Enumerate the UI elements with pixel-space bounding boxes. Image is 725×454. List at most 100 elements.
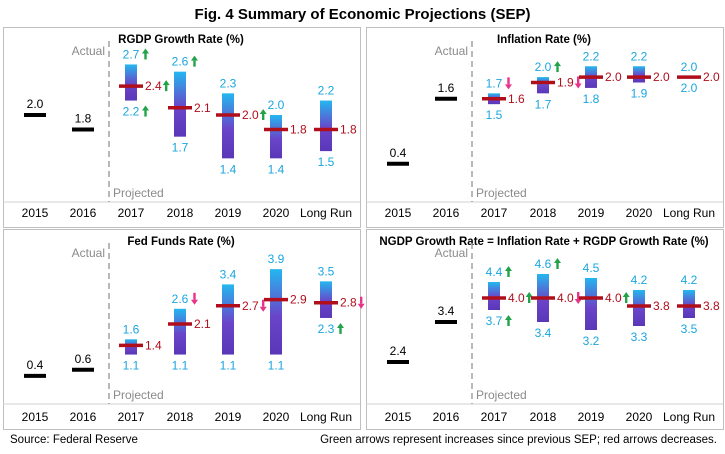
range-bar	[633, 290, 645, 326]
x-tick-label: 2020	[626, 410, 653, 424]
x-tick-label: 2020	[263, 206, 290, 220]
range-bar	[683, 290, 695, 318]
high-value-label: 2.3	[220, 76, 237, 90]
low-value-label: 1.1	[172, 359, 189, 373]
chart-title: Inflation Rate (%)	[497, 34, 591, 46]
arrow-legend-note: Green arrows represent increases since p…	[320, 434, 717, 446]
range-bar	[320, 101, 332, 152]
x-tick-label: 2015	[22, 206, 49, 220]
x-tick-label: Long Run	[663, 410, 715, 424]
low-value-label: 1.5	[318, 155, 335, 169]
actual-label: Actual	[435, 246, 468, 260]
actual-value-label: 1.6	[438, 81, 455, 95]
low-value-label: 1.1	[123, 359, 140, 373]
actual-value-label: 0.6	[75, 352, 92, 366]
x-tick-label: 2018	[530, 206, 557, 220]
chart-title: NGDP Growth Rate = Inflation Rate + RGDP…	[379, 236, 708, 248]
high-value-label: 2.0	[681, 60, 698, 74]
x-tick-label: 2017	[118, 410, 145, 424]
panel-border	[367, 28, 724, 228]
range-bar	[488, 282, 500, 310]
high-value-label: 2.6	[172, 292, 189, 306]
x-tick-label: Long Run	[300, 410, 352, 424]
median-value-label: 3.8	[653, 299, 670, 313]
x-tick-label: 2015	[385, 410, 412, 424]
x-tick-label: 2019	[578, 206, 605, 220]
high-value-label: 1.7	[486, 76, 503, 90]
low-value-label: 1.7	[172, 141, 189, 155]
range-bar	[270, 269, 282, 354]
range-bar	[174, 72, 186, 137]
projected-label: Projected	[113, 388, 164, 402]
x-tick-label: 2019	[578, 410, 605, 424]
median-value-label: 2.0	[242, 108, 259, 122]
x-tick-label: 2018	[167, 410, 194, 424]
median-value-label: 1.4	[145, 338, 162, 352]
actual-value-label: 3.4	[438, 304, 455, 318]
actual-label: Actual	[72, 44, 105, 58]
actual-label: Actual	[72, 246, 105, 260]
chart-panel-2: Inflation Rate (%)2015 2016 2017 2018 2019 20…	[366, 28, 724, 228]
high-value-label: 3.5	[318, 264, 335, 278]
chart-title: RGDP Growth Rate (%)	[118, 34, 244, 46]
median-value-label: 2.7	[242, 299, 259, 313]
median-value-label: 4.0	[605, 291, 622, 305]
median-value-label: 1.8	[340, 122, 357, 136]
low-value-label: 1.1	[220, 359, 237, 373]
x-tick-label: Long Run	[663, 206, 715, 220]
high-value-label: 2.6	[172, 55, 189, 69]
low-value-label: 1.8	[583, 92, 600, 106]
actual-value-label: 0.4	[390, 146, 407, 160]
x-tick-label: 2015	[385, 206, 412, 220]
projected-label: Projected	[476, 186, 527, 200]
x-tick-label: 2019	[215, 410, 242, 424]
low-value-label: 2.2	[123, 105, 140, 119]
high-value-label: 2.7	[123, 47, 140, 61]
chart-panel-1: RGDP Growth Rate (%) 2015 2016 2017 2018 2019…	[3, 28, 361, 228]
footer: Source: Federal Reserve Green arrows rep…	[0, 433, 725, 451]
median-value-label: 3.8	[703, 299, 720, 313]
charts-canvas: RGDP Growth Rate (%) 2015 2016 2017 2018 2019…	[0, 0, 725, 430]
range-bar	[222, 284, 234, 354]
low-value-label: 3.4	[535, 326, 552, 340]
x-tick-label: 2017	[481, 206, 508, 220]
chart-panel-4: NGDP Growth Rate = Inflation Rate + RGDP…	[366, 230, 724, 430]
high-value-label: 4.4	[486, 265, 503, 279]
low-value-label: 3.3	[631, 330, 648, 344]
range-bar	[633, 66, 645, 82]
x-tick-label: 2018	[167, 206, 194, 220]
x-tick-label: 2016	[70, 410, 97, 424]
median-value-label: 2.0	[653, 70, 670, 84]
range-bar	[125, 64, 137, 100]
x-tick-label: 2017	[118, 206, 145, 220]
high-value-label: 4.5	[583, 261, 600, 275]
actual-value-label: 2.0	[27, 97, 44, 111]
median-value-label: 2.1	[194, 101, 211, 115]
median-value-label: 2.0	[703, 70, 720, 84]
x-tick-label: Long Run	[300, 206, 352, 220]
x-tick-label: 2016	[70, 206, 97, 220]
high-value-label: 2.2	[631, 49, 648, 63]
median-value-label: 2.0	[605, 70, 622, 84]
high-value-label: 4.2	[681, 273, 698, 287]
actual-value-label: 0.4	[27, 358, 44, 372]
high-value-label: 3.4	[220, 267, 237, 281]
low-value-label: 1.4	[268, 162, 285, 176]
median-value-label: 4.0	[557, 291, 574, 305]
actual-value-label: 1.8	[75, 111, 92, 125]
chart-panel-3: Fed Funds Rate (%) 2015 2016 2017 2018 2019 20…	[3, 230, 365, 430]
x-tick-label: 2016	[433, 410, 460, 424]
high-value-label: 4.6	[535, 257, 552, 271]
median-value-label: 1.8	[290, 122, 307, 136]
low-value-label: 1.9	[631, 87, 648, 101]
x-tick-label: 2019	[215, 206, 242, 220]
high-value-label: 2.0	[535, 60, 552, 74]
low-value-label: 3.2	[583, 334, 600, 348]
low-value-label: 2.3	[318, 322, 335, 336]
median-value-label: 2.8	[340, 296, 357, 310]
low-value-label: 1.5	[486, 108, 503, 122]
range-bar	[537, 77, 549, 93]
actual-label: Actual	[435, 44, 468, 58]
high-value-label: 1.6	[123, 322, 140, 336]
median-value-label: 1.9	[557, 76, 574, 90]
